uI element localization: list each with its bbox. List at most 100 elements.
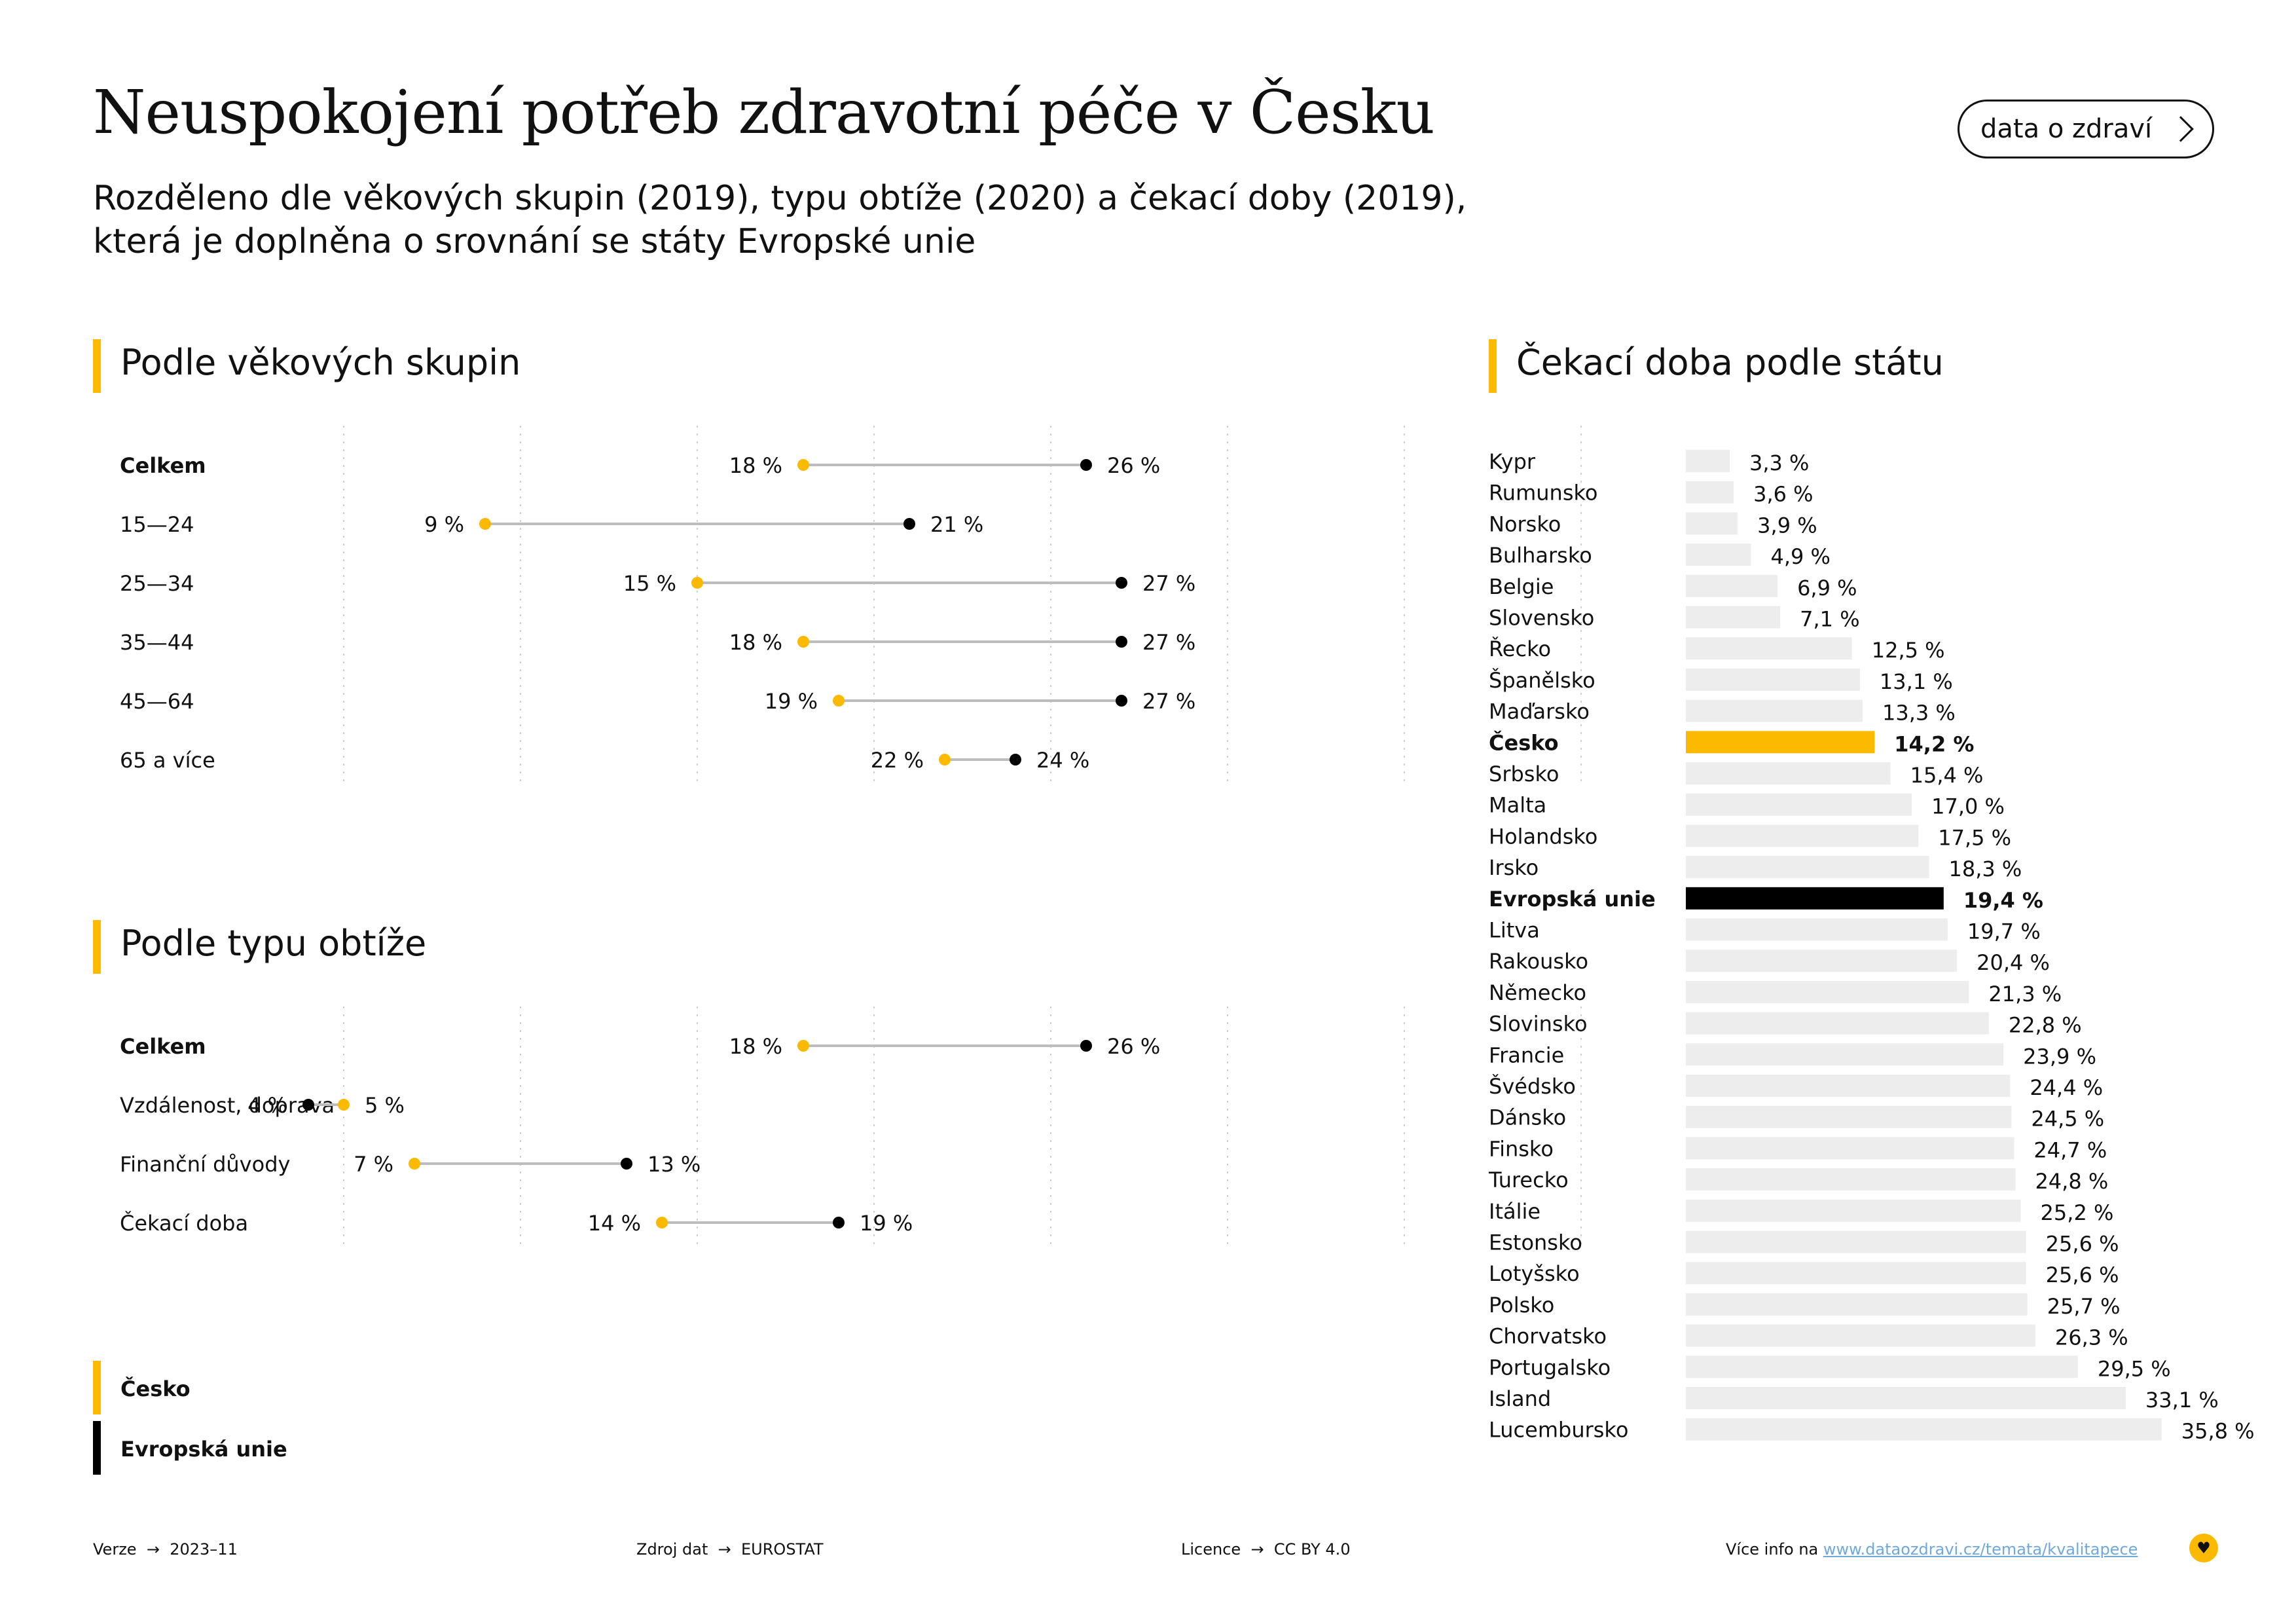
- footer-more-info-label: Více info na: [1726, 1540, 1819, 1559]
- country-label: Turecko: [1488, 1168, 1569, 1192]
- country-label: Slovensko: [1489, 606, 1594, 631]
- country-value-label: 25,2 %: [2041, 1200, 2114, 1225]
- country-bar: [1686, 762, 1891, 784]
- country-value-label: 17,0 %: [1931, 794, 2005, 819]
- country-label: Island: [1489, 1386, 1551, 1411]
- country-label: Česko: [1489, 729, 1559, 755]
- country-label: Švédsko: [1489, 1073, 1576, 1099]
- country-label: Lotyšsko: [1489, 1261, 1580, 1286]
- category-label: Vzdálenost, doprava: [120, 1093, 335, 1118]
- eu-point: [833, 1217, 845, 1228]
- subtitle-line-2: která je doplněna o srovnání se státy Ev…: [93, 222, 976, 261]
- value-label-high: 19 %: [860, 1211, 913, 1236]
- age-section-title: Podle věkových skupin: [120, 342, 521, 383]
- country-label: Belgie: [1489, 574, 1554, 599]
- country-bar: [1686, 1168, 2016, 1191]
- country-label: Kypr: [1489, 449, 1536, 474]
- footer-source: Zdroj dat → EUROSTAT: [636, 1540, 824, 1559]
- footer-license-value: CC BY 4.0: [1273, 1540, 1351, 1559]
- country-bar: [1686, 544, 1751, 566]
- value-label-low: 18 %: [729, 1034, 782, 1059]
- country-bar: [1686, 1262, 2026, 1285]
- country-value-label: 26,3 %: [2055, 1325, 2128, 1350]
- value-label-high: 27 %: [1142, 630, 1195, 655]
- country-value-label: 33,1 %: [2145, 1388, 2219, 1412]
- country-value-label: 6,9 %: [1797, 576, 1857, 600]
- legend-eu-label: Evropská unie: [120, 1437, 287, 1462]
- category-label: 15—24: [120, 512, 194, 537]
- country-value-label: 13,1 %: [1880, 669, 1953, 694]
- country-bar: [1686, 824, 1919, 847]
- country-label: Holandsko: [1489, 824, 1597, 849]
- data-o-zdravi-button[interactable]: data o zdraví: [1958, 100, 2214, 158]
- country-value-label: 25,6 %: [2046, 1263, 2119, 1287]
- country-bar: [1686, 1324, 2035, 1347]
- country-bar: [1686, 1387, 2126, 1409]
- country-label: Rakousko: [1489, 949, 1588, 974]
- legend-czech-label: Česko: [120, 1376, 191, 1401]
- czech-point: [797, 459, 809, 471]
- country-value-label: 29,5 %: [2098, 1356, 2171, 1381]
- data-o-zdravi-label: data o zdraví: [1980, 114, 2153, 144]
- page-subtitle: Rozděleno dle věkových skupin (2019), ty…: [93, 177, 1599, 263]
- country-label: Norsko: [1489, 511, 1561, 536]
- category-label: 35—44: [120, 630, 194, 655]
- country-label: Itálie: [1489, 1199, 1540, 1224]
- country-value-label: 20,4 %: [1977, 950, 2050, 975]
- value-label-low: 4 %: [247, 1093, 287, 1118]
- country-bar: [1686, 1418, 2162, 1441]
- country-label: Estonsko: [1489, 1230, 1582, 1255]
- country-section-accent: [1489, 339, 1497, 393]
- country-value-label: 35,8 %: [2181, 1419, 2255, 1444]
- category-label: 65 a více: [120, 748, 215, 773]
- footer-version-value: 2023–11: [170, 1540, 238, 1559]
- value-label-high: 27 %: [1142, 689, 1195, 714]
- age-section-accent: [93, 339, 101, 393]
- country-bar: [1686, 1199, 2021, 1222]
- country-bar: [1686, 450, 1730, 472]
- brand-logo-icon: ♥: [2189, 1534, 2218, 1562]
- country-value-label: 23,9 %: [2023, 1044, 2096, 1069]
- country-bar: [1686, 887, 1944, 910]
- value-label-low: 7 %: [354, 1152, 393, 1177]
- eu-point: [621, 1158, 632, 1170]
- country-label: Lucembursko: [1489, 1418, 1628, 1443]
- value-label-low: 14 %: [588, 1211, 641, 1236]
- country-value-label: 21,3 %: [1988, 982, 2062, 1006]
- country-label: Malta: [1489, 793, 1546, 818]
- country-bar: [1686, 512, 1738, 535]
- country-bar: [1686, 980, 1969, 1003]
- country-bar: [1686, 699, 1863, 722]
- country-value-label: 25,6 %: [2046, 1232, 2119, 1257]
- value-label-low: 18 %: [729, 453, 782, 478]
- country-label: Bulharsko: [1489, 543, 1592, 568]
- eu-point: [903, 518, 915, 530]
- country-label: Portugalsko: [1489, 1355, 1611, 1380]
- country-label: Dánsko: [1489, 1105, 1566, 1130]
- eu-point: [1116, 636, 1127, 648]
- country-value-label: 4,9 %: [1770, 544, 1830, 569]
- footer-more-info-link[interactable]: www.dataozdravi.cz/temata/kvalitapece: [1823, 1540, 2138, 1559]
- country-bar: [1686, 793, 1912, 816]
- country-label: Řecko: [1489, 637, 1551, 661]
- footer-version-label: Verze: [93, 1540, 137, 1559]
- footer-source-value: EUROSTAT: [741, 1540, 824, 1559]
- value-label-low: 15 %: [623, 571, 676, 596]
- country-label: Slovinsko: [1489, 1012, 1588, 1037]
- country-label: Irsko: [1489, 855, 1539, 880]
- country-label: Evropská unie: [1489, 887, 1656, 912]
- country-label: Finsko: [1489, 1136, 1554, 1161]
- country-value-label: 24,4 %: [2030, 1075, 2103, 1100]
- czech-point: [409, 1158, 420, 1170]
- country-value-label: 15,4 %: [1910, 763, 1984, 788]
- country-label: Srbsko: [1489, 762, 1559, 786]
- footer-version: Verze → 2023–11: [93, 1540, 238, 1559]
- czech-point: [939, 754, 951, 766]
- czech-point: [479, 518, 491, 530]
- country-bar: [1686, 1043, 2004, 1066]
- country-bar: [1686, 668, 1860, 691]
- arrow-right-icon: →: [1245, 1540, 1269, 1559]
- category-label: 25—34: [120, 571, 194, 596]
- type-section-title: Podle typu obtíže: [120, 923, 427, 964]
